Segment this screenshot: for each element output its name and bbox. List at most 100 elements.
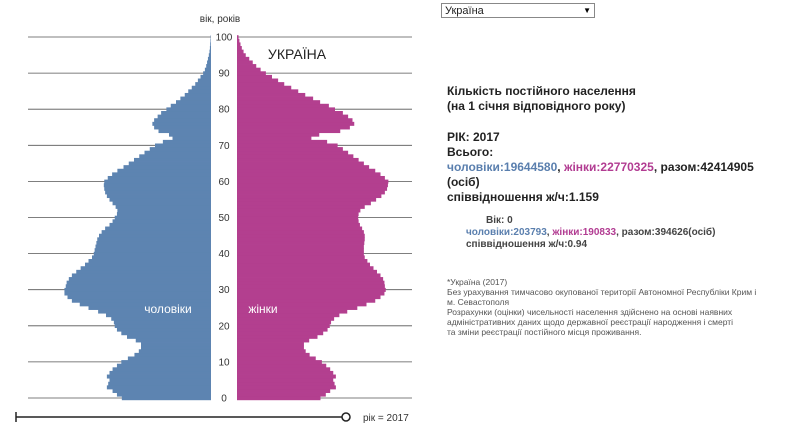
men-bar[interactable] xyxy=(64,291,211,296)
women-bar[interactable] xyxy=(237,143,338,148)
men-bar[interactable] xyxy=(94,248,211,253)
women-bar[interactable] xyxy=(237,244,364,249)
women-bar[interactable] xyxy=(237,240,365,245)
women-bar[interactable] xyxy=(237,309,348,314)
women-bar[interactable] xyxy=(237,212,359,217)
women-bar[interactable] xyxy=(237,136,312,141)
women-bar[interactable] xyxy=(237,85,292,90)
men-bar[interactable] xyxy=(71,273,211,278)
men-bar[interactable] xyxy=(97,237,211,242)
men-bar[interactable] xyxy=(112,201,211,206)
men-bar[interactable] xyxy=(210,38,211,43)
women-bar[interactable] xyxy=(237,204,365,209)
women-bar[interactable] xyxy=(237,334,318,339)
men-bar[interactable] xyxy=(116,212,211,217)
women-bar[interactable] xyxy=(237,251,364,256)
women-bar[interactable] xyxy=(237,230,364,235)
men-bar[interactable] xyxy=(114,323,211,329)
men-bar[interactable] xyxy=(184,92,211,97)
women-bar[interactable] xyxy=(237,78,279,83)
women-bar[interactable] xyxy=(237,302,367,307)
women-bar[interactable] xyxy=(237,179,389,184)
women-bar[interactable] xyxy=(237,64,257,69)
men-bar[interactable] xyxy=(105,190,211,195)
men-bar[interactable] xyxy=(139,154,211,159)
men-bar[interactable] xyxy=(111,316,211,321)
men-bar[interactable] xyxy=(161,111,211,116)
women-bar[interactable] xyxy=(237,96,314,101)
men-bar[interactable] xyxy=(112,219,211,224)
men-bar[interactable] xyxy=(121,331,211,336)
men-bar[interactable] xyxy=(106,374,211,379)
men-bar[interactable] xyxy=(200,74,212,79)
men-bar[interactable] xyxy=(149,147,211,152)
men-bar[interactable] xyxy=(127,334,211,339)
women-bar[interactable] xyxy=(237,157,359,162)
women-bar[interactable] xyxy=(237,370,334,375)
women-bar[interactable] xyxy=(237,161,364,166)
men-bar[interactable] xyxy=(134,157,211,162)
women-bar[interactable] xyxy=(237,71,266,76)
men-bar[interactable] xyxy=(204,67,211,72)
women-bar[interactable] xyxy=(237,129,341,134)
women-bar[interactable] xyxy=(237,287,386,292)
men-bar[interactable] xyxy=(154,125,211,130)
men-bar[interactable] xyxy=(144,150,212,155)
women-bar[interactable] xyxy=(237,388,331,393)
women-bar[interactable] xyxy=(237,46,242,51)
women-bar[interactable] xyxy=(237,89,299,94)
men-bar[interactable] xyxy=(80,266,211,271)
men-bar[interactable] xyxy=(107,175,211,180)
women-bar[interactable] xyxy=(237,345,304,350)
men-bar[interactable] xyxy=(116,392,211,397)
women-bar[interactable] xyxy=(237,323,330,329)
women-bar[interactable] xyxy=(237,201,371,206)
men-bar[interactable] xyxy=(195,82,211,87)
women-bar[interactable] xyxy=(237,255,365,260)
men-bar[interactable] xyxy=(134,352,211,357)
men-bar[interactable] xyxy=(166,107,211,112)
men-bar[interactable] xyxy=(66,280,211,285)
men-bar[interactable] xyxy=(155,143,211,148)
women-bar[interactable] xyxy=(237,107,335,112)
men-bar[interactable] xyxy=(112,388,211,393)
women-bar[interactable] xyxy=(237,356,316,361)
men-bar[interactable] xyxy=(141,345,211,350)
men-bar[interactable] xyxy=(104,179,211,184)
women-bar[interactable] xyxy=(237,367,331,372)
women-bar[interactable] xyxy=(237,147,343,152)
women-bar[interactable] xyxy=(237,42,241,47)
men-bar[interactable] xyxy=(176,100,211,105)
women-bar[interactable] xyxy=(237,262,370,267)
men-bar[interactable] xyxy=(188,89,211,94)
men-bar[interactable] xyxy=(112,172,211,177)
women-bar[interactable] xyxy=(237,313,340,318)
women-bar[interactable] xyxy=(237,60,253,65)
women-bar[interactable] xyxy=(237,360,322,365)
men-bar[interactable] xyxy=(98,309,211,314)
men-bar[interactable] xyxy=(85,262,211,267)
country-select[interactable]: Україна ▼ xyxy=(441,3,595,18)
men-bar[interactable] xyxy=(116,363,211,368)
women-bar[interactable] xyxy=(237,53,246,58)
women-bar[interactable] xyxy=(237,67,261,72)
women-bar[interactable] xyxy=(237,190,385,195)
women-bar[interactable] xyxy=(237,349,306,354)
women-bar[interactable] xyxy=(237,266,374,271)
women-bar[interactable] xyxy=(237,125,350,130)
men-bar[interactable] xyxy=(170,103,211,108)
men-bar[interactable] xyxy=(169,132,211,137)
women-bar[interactable] xyxy=(237,237,365,242)
men-bar[interactable] xyxy=(207,56,211,61)
men-bar[interactable] xyxy=(101,230,211,235)
women-bar[interactable] xyxy=(237,385,336,390)
men-bar[interactable] xyxy=(65,284,211,289)
women-bar[interactable] xyxy=(237,118,353,123)
women-bar[interactable] xyxy=(237,100,321,105)
women-bar[interactable] xyxy=(237,269,377,274)
men-bar[interactable] xyxy=(157,114,211,119)
women-bar[interactable] xyxy=(237,277,384,282)
men-bar[interactable] xyxy=(123,165,212,170)
women-bar[interactable] xyxy=(237,305,358,310)
men-bar[interactable] xyxy=(93,251,211,256)
